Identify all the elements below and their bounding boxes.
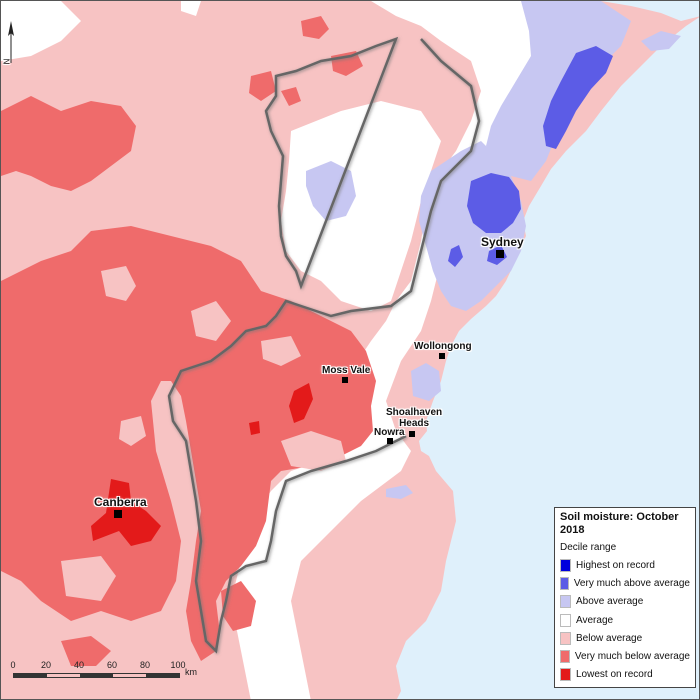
scale-tick-label: 40: [73, 660, 85, 670]
above-average-wollongong: [411, 363, 441, 401]
canberra-marker: [114, 510, 122, 518]
legend-label: Below average: [576, 632, 643, 644]
shoalhaven-heads-marker: [409, 431, 415, 437]
legend-item: Very much below average: [560, 647, 690, 665]
very-much-above-north-coast: [543, 46, 613, 149]
very-much-above-west-sydney: [448, 245, 463, 267]
scale-tick-label: 20: [40, 660, 52, 670]
legend-label: Average: [576, 614, 614, 626]
below-average-pocket-2: [191, 301, 231, 341]
moss-vale-marker: [342, 377, 348, 383]
below-average-pocket-6: [61, 556, 116, 601]
nowra-label: Nowra: [374, 427, 405, 438]
legend-item: Above average: [560, 593, 690, 611]
nowra-marker: [387, 438, 393, 444]
lowest-on-record-west: [249, 421, 260, 435]
canberra-label: Canberra: [94, 495, 147, 509]
legend-title: Soil moisture: October 2018: [560, 511, 679, 536]
legend-swatch: [560, 668, 571, 682]
wollongong-marker: [439, 353, 445, 359]
average-blue-mountains: [281, 101, 441, 311]
legend-item: Below average: [560, 629, 690, 647]
below-average-pocket-5: [119, 416, 146, 446]
legend-swatch: [560, 631, 571, 645]
legend-item: Highest on record: [560, 556, 690, 574]
very-much-below-north-4: [249, 71, 276, 101]
wollongong-label: Wollongong: [414, 341, 472, 352]
region-boundary: [167, 36, 481, 654]
legend-label: Very much below average: [574, 651, 690, 663]
very-much-below-south-2: [61, 636, 111, 666]
legend-swatch: [560, 613, 571, 627]
lowest-on-record-moss-vale: [289, 383, 313, 423]
below-average-pocket-4: [281, 431, 346, 471]
very-much-below-south: [221, 581, 256, 631]
legend-label: Above average: [576, 596, 644, 608]
above-average-north: [641, 31, 681, 51]
very-much-below-north: [301, 16, 329, 39]
map-legend: Soil moisture: October 2018 Decile range…: [554, 507, 696, 688]
legend-item: Very much above average: [560, 574, 690, 592]
legend-item: Average: [560, 611, 690, 629]
legend-swatch: [560, 558, 571, 572]
sydney-label: Sydney: [481, 235, 524, 249]
above-average-south: [386, 485, 413, 499]
legend-swatch: [560, 595, 571, 609]
legend-swatch: [560, 650, 570, 664]
legend-label: Highest on record: [576, 559, 655, 571]
scale-tick-label: 60: [106, 660, 118, 670]
north-label: N: [2, 58, 12, 65]
below-average-pocket-3: [261, 336, 301, 366]
scale-tick-label: 0: [10, 660, 16, 670]
scale-tick-label: 80: [139, 660, 151, 670]
legend-item: Lowest on record: [560, 666, 690, 684]
very-much-below-north-3: [281, 87, 301, 106]
legend-subtitle: Decile range: [560, 542, 617, 553]
sydney-marker: [496, 250, 504, 258]
very-much-above-sydney: [467, 173, 521, 233]
legend-rows: Highest on record Very much above average…: [560, 556, 690, 684]
shoalhaven-heads-label: Shoalhaven Heads: [386, 407, 443, 429]
average-region-north: [181, 1, 201, 16]
very-much-below-west: [1, 226, 376, 661]
scale-unit: km: [185, 667, 197, 677]
scale-tick-label: 100: [170, 660, 186, 670]
very-much-below-north-west: [1, 96, 136, 191]
scale-bar-graphic: [13, 673, 180, 678]
average-region-north-west: [1, 1, 81, 61]
lowest-on-record-canberra: [91, 479, 161, 546]
legend-label: Very much above average: [573, 577, 690, 589]
moss-vale-label: Moss Vale: [322, 365, 371, 376]
ocean-top: [601, 1, 699, 21]
below-average-pocket-1: [101, 266, 136, 301]
legend-swatch: [560, 576, 569, 590]
average-coastal-strip: [231, 1, 621, 699]
legend-label: Lowest on record: [576, 669, 653, 681]
north-arrow: [8, 21, 14, 63]
